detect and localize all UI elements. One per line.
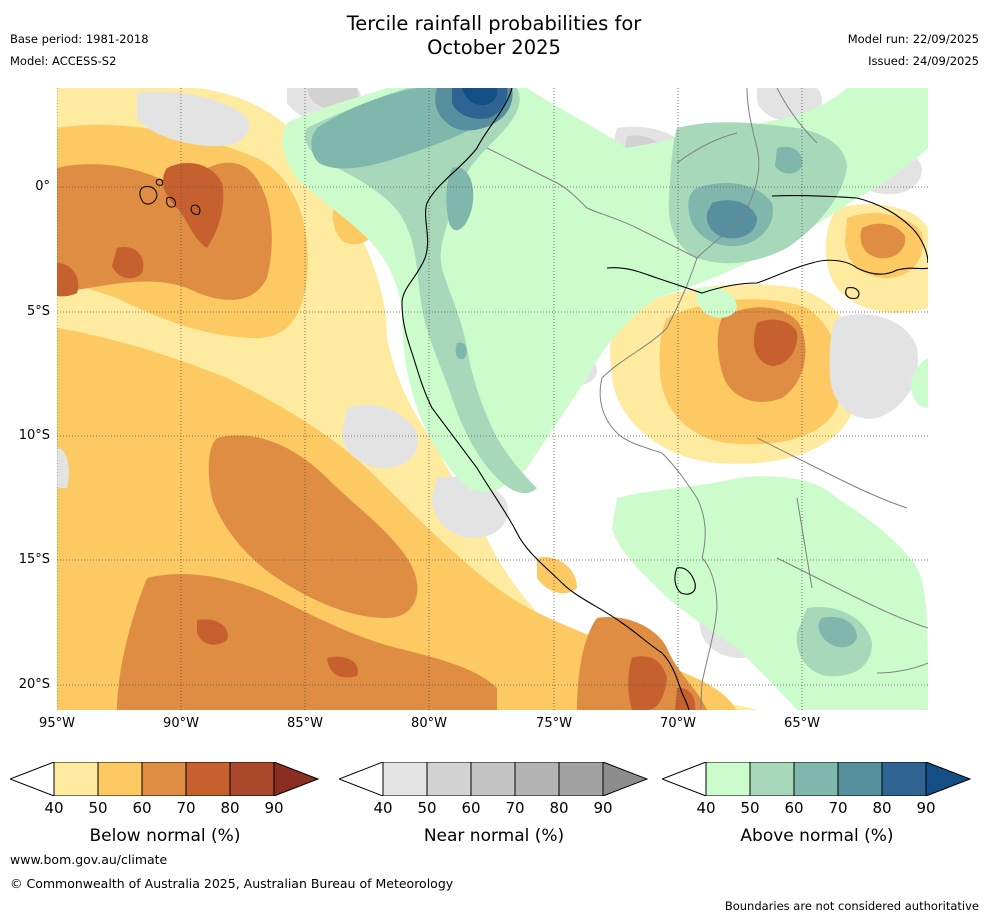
lon-label-80w: 80°W: [411, 716, 447, 731]
title-line-1: Tercile rainfall probabilities for: [346, 12, 642, 35]
lat-label-0: 0°: [35, 179, 50, 194]
colorbar-near-tick: 40: [373, 799, 393, 817]
title-line-2: October 2025: [427, 36, 561, 59]
lon-label-65w: 65°W: [784, 716, 820, 731]
colorbar-below-max-arrow: [273, 762, 320, 796]
colorbar-above-max-arrow: [925, 762, 972, 796]
colorbar-near-70-swatch: [470, 762, 516, 796]
colorbar-above-60-swatch: [749, 762, 795, 796]
colorbar-above-tick: 60: [784, 799, 804, 817]
lon-label-90w: 90°W: [163, 716, 199, 731]
colorbar-near-tick: 50: [417, 799, 437, 817]
colorbar-near-tick: 90: [593, 799, 613, 817]
model-run: Model run: 22/09/2025: [847, 32, 979, 46]
colorbar-above-tick: 70: [828, 799, 848, 817]
colorbar-above-ticks: 40 50 60 70 80 90: [662, 799, 972, 819]
colorbar-above-tick: 90: [916, 799, 936, 817]
colorbar-near-normal: [339, 762, 649, 796]
colorbar-above-80-swatch: [837, 762, 883, 796]
colorbar-below-80-swatch: [185, 762, 231, 796]
footer-copyright: © Commonwealth of Australia 2025, Austra…: [10, 876, 454, 891]
colorbar-below-normal: [10, 762, 320, 796]
galapagos-islands: [139, 178, 201, 215]
above-normal-max-region: [462, 88, 498, 106]
colorbar-near-tick: 60: [461, 799, 481, 817]
colorbar-near-50-swatch: [382, 762, 428, 796]
below-normal-70-region: [57, 162, 906, 710]
colorbar-below-tick: 40: [44, 799, 64, 817]
colorbar-above-tick: 40: [696, 799, 716, 817]
colorbar-above-70-swatch: [793, 762, 839, 796]
colorbar-near-90-swatch: [558, 762, 604, 796]
below-normal-80-region: [57, 163, 798, 710]
lat-label-15s: 15°S: [18, 552, 50, 567]
model-name: Model: ACCESS-S2: [10, 54, 117, 68]
colorbar-below-70-swatch: [141, 762, 187, 796]
lon-label-95w: 95°W: [39, 716, 75, 731]
rainfall-map: [57, 88, 928, 710]
colorbar-above-normal: [662, 762, 972, 796]
colorbar-below-50-swatch: [53, 762, 99, 796]
footer-boundary-note: Boundaries are not considered authoritat…: [724, 899, 979, 913]
colorbar-above-min-arrow: [662, 762, 707, 796]
colorbar-near-min-arrow: [339, 762, 384, 796]
meta-right: Model run: 22/09/2025 Issued: 24/09/2025: [848, 28, 979, 72]
colorbar-below-min-arrow: [10, 762, 55, 796]
colorbar-below-tick: 50: [88, 799, 108, 817]
colorbar-below-tick: 90: [264, 799, 284, 817]
map-title: Tercile rainfall probabilities for Octob…: [0, 12, 988, 60]
country-boundaries: [486, 88, 928, 710]
lat-label-10s: 10°S: [18, 428, 50, 443]
lon-label-75w: 75°W: [536, 716, 572, 731]
base-period: Base period: 1981-2018: [10, 32, 149, 46]
coastlines: [401, 88, 928, 710]
colorbar-above-tick: 50: [740, 799, 760, 817]
issued-date: Issued: 24/09/2025: [868, 54, 979, 68]
lon-label-85w: 85°W: [287, 716, 323, 731]
meta-left: Base period: 1981-2018 Model: ACCESS-S2: [10, 28, 149, 72]
colorbar-above-50-swatch: [705, 762, 751, 796]
lat-label-20s: 20°S: [18, 677, 50, 692]
colorbar-near-tick: 70: [505, 799, 525, 817]
colorbar-near-ticks: 40 50 60 70 80 90: [339, 799, 649, 819]
colorbar-below-tick: 70: [176, 799, 196, 817]
colorbar-below-label: Below normal (%): [89, 826, 241, 846]
lat-label-5s: 5°S: [26, 304, 50, 319]
colorbar-below-ticks: 40 50 60 70 80 90: [10, 799, 320, 819]
colorbar-near-tick: 80: [549, 799, 569, 817]
colorbar-above-tick: 80: [872, 799, 892, 817]
colorbar-below-tick: 80: [220, 799, 240, 817]
colorbar-below-tick: 60: [132, 799, 152, 817]
colorbar-near-label: Near normal (%): [423, 826, 565, 846]
colorbar-below-90-swatch: [229, 762, 275, 796]
footer-url: www.bom.gov.au/climate: [10, 852, 168, 867]
colorbar-above-90-swatch: [881, 762, 927, 796]
lon-label-70w: 70°W: [660, 716, 696, 731]
colorbar-near-60-swatch: [426, 762, 472, 796]
colorbar-below-60-swatch: [97, 762, 143, 796]
colorbar-above-label: Above normal (%): [740, 826, 894, 846]
colorbar-near-max-arrow: [602, 762, 649, 796]
map-gridlines: [57, 88, 928, 710]
colorbar-near-80-swatch: [514, 762, 560, 796]
